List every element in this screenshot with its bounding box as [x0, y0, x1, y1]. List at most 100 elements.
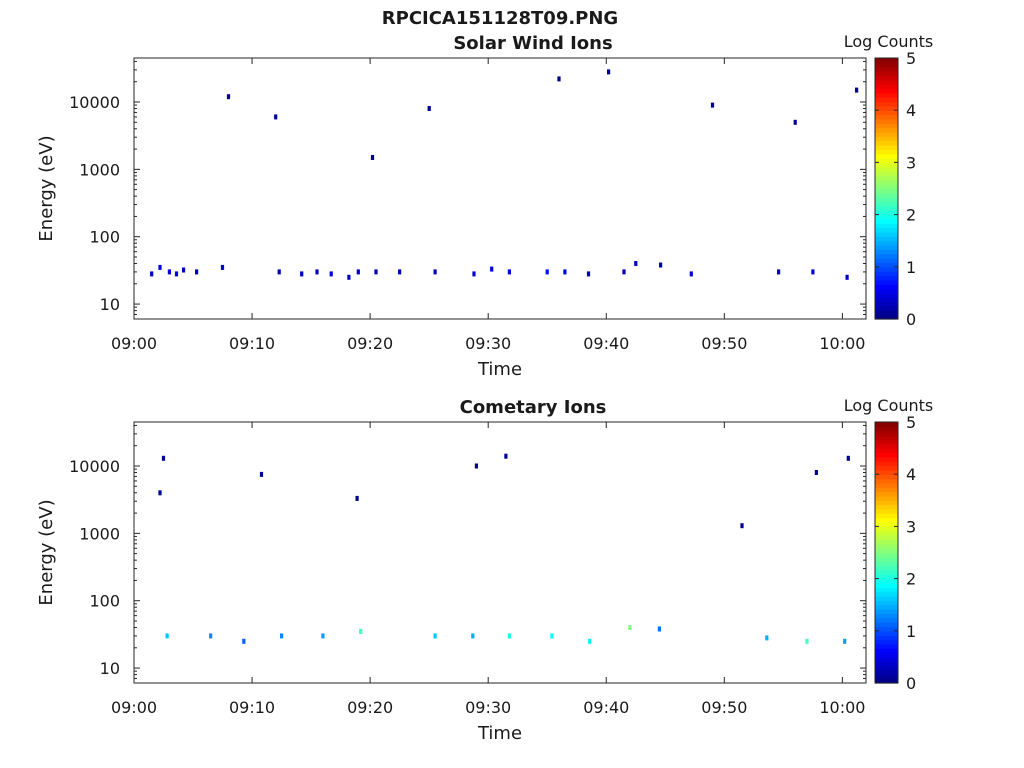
data-cell: [374, 269, 378, 275]
colorbar-band: [875, 153, 898, 159]
colorbar-band: [875, 66, 898, 72]
colorbar-tick-label: 4: [906, 101, 916, 120]
colorbar-band: [875, 613, 898, 619]
colorbar-band: [875, 495, 898, 501]
colorbar-band: [875, 656, 898, 662]
colorbar-tick-label: 0: [906, 310, 916, 329]
data-cell: [167, 269, 171, 275]
colorbar-band: [875, 426, 898, 432]
colorbar-band: [875, 452, 898, 458]
colorbar-band: [875, 118, 898, 124]
data-cell: [659, 262, 663, 268]
colorbar-band: [875, 271, 898, 277]
data-cell: [586, 271, 591, 277]
colorbar-band: [875, 665, 898, 671]
colorbar-band: [875, 301, 898, 307]
data-cell: [793, 119, 797, 125]
colorbar-tick-label: 2: [906, 570, 916, 589]
colorbar-band: [875, 105, 898, 111]
colorbar-band: [875, 262, 898, 268]
colorbar-band: [875, 669, 898, 675]
colorbar-band: [875, 539, 898, 545]
colorbar-band: [875, 166, 898, 172]
colorbar-band: [875, 622, 898, 628]
y-tick-label: 10: [100, 295, 120, 314]
colorbar-band: [875, 288, 898, 294]
colorbar-band: [875, 201, 898, 207]
data-cell: [545, 269, 549, 275]
colorbar-band: [875, 253, 898, 259]
colorbar-band: [875, 578, 898, 584]
colorbar-band: [875, 92, 898, 98]
colorbar-band: [875, 188, 898, 194]
colorbar-band: [875, 310, 898, 316]
colorbar-tick-label: 2: [906, 206, 916, 225]
colorbar-band: [875, 305, 898, 311]
colorbar-band: [875, 535, 898, 541]
colorbar-band: [875, 171, 898, 177]
colorbar-band: [875, 674, 898, 680]
colorbar-band: [875, 162, 898, 168]
data-cell: [628, 625, 632, 630]
x-tick-label: 10:00: [819, 334, 865, 353]
colorbar-band: [875, 127, 898, 133]
data-cell: [161, 455, 166, 461]
data-cell: [182, 267, 186, 273]
data-cell: [277, 269, 281, 275]
colorbar-band: [875, 84, 898, 90]
colorbar-tick-label: 5: [906, 413, 916, 432]
data-cell: [490, 266, 494, 272]
colorbar-tick-label: 1: [906, 258, 916, 277]
colorbar-band: [875, 504, 898, 510]
colorbar-band: [875, 448, 898, 454]
data-cell: [300, 271, 304, 277]
colorbar-band: [875, 179, 898, 185]
colorbar-frame: [874, 421, 899, 684]
data-cell: [507, 633, 511, 639]
colorbar-band: [875, 62, 898, 68]
colorbar-band: [875, 123, 898, 129]
colorbar-band: [875, 140, 898, 146]
data-cell: [165, 633, 169, 639]
colorbar-band: [875, 626, 898, 632]
data-cell: [805, 638, 809, 644]
colorbar-band: [875, 465, 898, 471]
data-cell: [563, 269, 567, 275]
x-tick-label: 09:30: [465, 698, 511, 717]
x-tick-label: 10:00: [819, 698, 865, 717]
colorbar-band: [875, 543, 898, 549]
colorbar-band: [875, 75, 898, 81]
colorbar-band: [875, 526, 898, 532]
data-cell: [195, 269, 199, 275]
data-cell: [329, 271, 333, 277]
data-cell: [226, 94, 231, 100]
data-cell: [588, 638, 592, 644]
colorbar-band: [875, 97, 898, 103]
colorbar-band: [875, 461, 898, 467]
data-cell: [370, 155, 375, 160]
data-cell: [433, 269, 437, 275]
colorbar-band: [875, 609, 898, 614]
data-cell: [472, 271, 476, 277]
colorbar-frame: [874, 57, 899, 320]
data-cell: [174, 271, 179, 277]
data-cell: [607, 69, 611, 75]
data-cell: [315, 269, 319, 275]
colorbar-band: [875, 197, 898, 203]
colorbar-band: [875, 136, 898, 142]
panel-2: Cometary Ions 09:00 09:10 09:20 09:30 09:40 09…: [36, 396, 933, 744]
colorbar-band: [875, 245, 898, 250]
colorbar-band: [875, 205, 898, 211]
panel-title: Cometary Ions: [460, 397, 607, 418]
colorbar-band: [875, 482, 898, 488]
data-cell: [814, 470, 818, 475]
colorbar-band: [875, 548, 898, 554]
colorbar-band: [875, 604, 898, 610]
colorbar-band: [875, 149, 898, 155]
x-tick-label: 09:10: [229, 698, 275, 717]
colorbar-tick-label: 3: [906, 153, 916, 172]
data-cell: [689, 271, 693, 277]
data-cell: [355, 495, 359, 501]
